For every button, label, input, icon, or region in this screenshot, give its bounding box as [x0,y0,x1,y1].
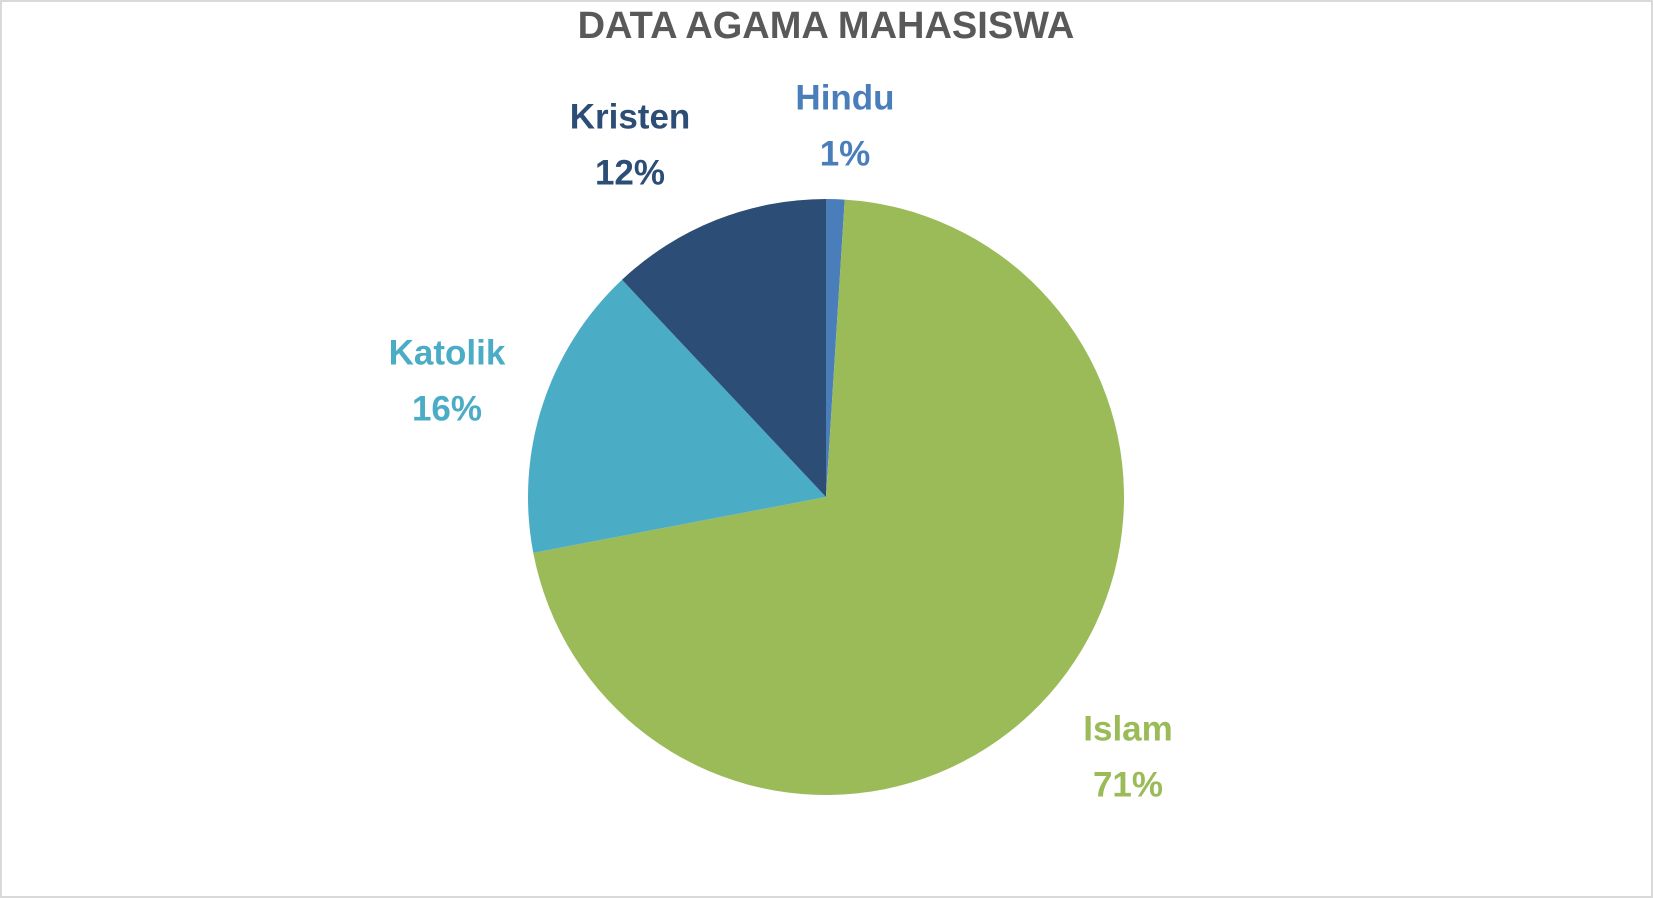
slice-label-value: 12% [595,153,665,192]
chart-title: DATA AGAMA MAHASISWA [578,5,1075,47]
slice-label-value: 1% [820,134,871,173]
slice-label-name: Katolik [389,333,506,372]
slice-label-name: Kristen [570,97,691,136]
slice-label-name: Islam [1083,709,1173,748]
slice-label-value: 71% [1093,765,1163,804]
pie-slice [527,279,826,553]
pie-slice [826,199,845,497]
pie-slice [622,199,826,497]
slice-label-value: 16% [412,389,482,428]
pie-slice [533,199,1124,796]
slice-label-name: Hindu [795,78,894,117]
